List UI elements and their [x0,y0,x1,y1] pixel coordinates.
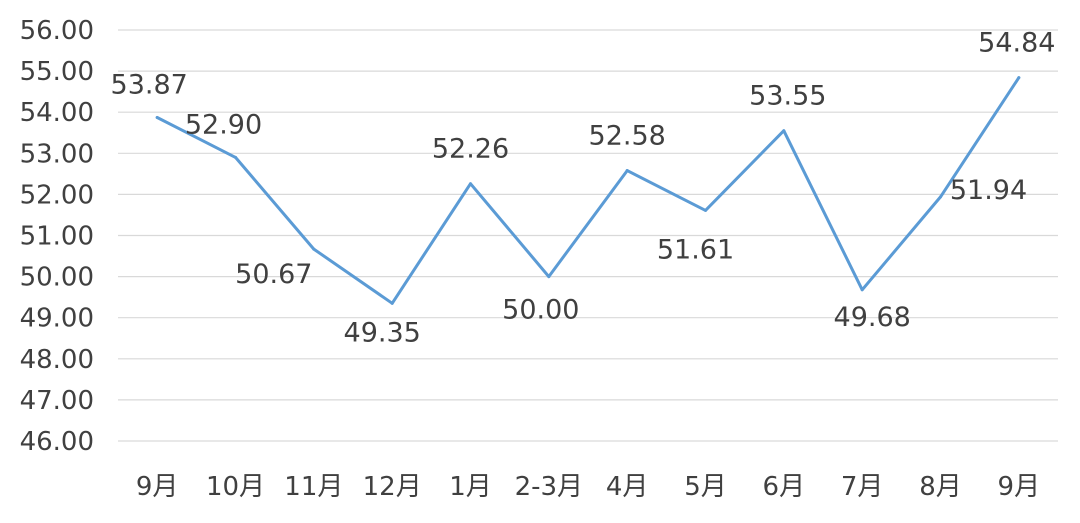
x-tick-label: 12月 [363,472,422,502]
x-tick-label: 7月 [841,472,884,502]
data-label: 50.67 [235,259,312,290]
data-label: 50.00 [502,295,579,326]
data-point [860,288,864,292]
y-tick-label: 51.00 [20,222,94,252]
data-label: 52.90 [185,109,262,140]
y-tick-label: 47.00 [20,386,94,416]
data-label: 54.84 [978,28,1055,59]
y-axis: 46.00 47.00 48.00 49.00 50.00 51.00 52.00 53.00… [20,16,94,457]
x-axis: 9月 10月 11月 12月 1月 2-3月 4月 5月 6月 7月 8月 9月 [136,472,1040,502]
series-line [155,76,1021,305]
data-point [939,195,942,199]
data-label: 53.55 [749,81,826,112]
y-tick-label: 56.00 [20,16,94,46]
data-label: 53.87 [111,70,188,101]
data-point [390,301,394,305]
data-label: 51.61 [657,234,734,265]
y-tick-label: 53.00 [20,139,94,169]
data-point [782,129,786,133]
x-tick-label: 10月 [206,472,265,502]
x-tick-label: 8月 [919,472,962,502]
data-label: 51.94 [950,175,1027,206]
data-point [234,155,237,159]
x-tick-label: 2-3月 [515,472,583,502]
data-point [547,275,551,279]
x-tick-label: 1月 [449,472,492,502]
y-tick-label: 49.00 [20,304,94,334]
y-tick-label: 55.00 [20,57,94,87]
y-tick-label: 54.00 [20,98,94,128]
series-group [155,76,1021,305]
x-tick-label: 11月 [284,472,343,502]
y-tick-label: 52.00 [20,180,94,210]
data-label: 52.26 [432,134,509,165]
data-point [704,208,707,212]
data-point [1017,76,1021,80]
data-label: 49.35 [344,317,421,348]
data-labels: 53.87 52.90 50.67 49.35 52.26 50.00 52.58 51.61… [111,28,1056,349]
y-tick-label: 50.00 [20,263,94,293]
x-tick-label: 5月 [684,472,727,502]
x-tick-label: 9月 [136,472,179,502]
y-tick-label: 48.00 [20,345,94,375]
y-tick-label: 46.00 [20,427,94,457]
data-label: 49.68 [834,302,911,333]
data-point [469,182,472,186]
data-point [625,169,629,173]
gridlines [118,29,1058,442]
x-tick-label: 6月 [763,472,806,502]
data-point [312,247,316,251]
x-tick-label: 9月 [998,472,1041,502]
data-point [155,116,159,120]
x-tick-label: 4月 [606,472,649,502]
data-label: 52.58 [589,121,666,152]
